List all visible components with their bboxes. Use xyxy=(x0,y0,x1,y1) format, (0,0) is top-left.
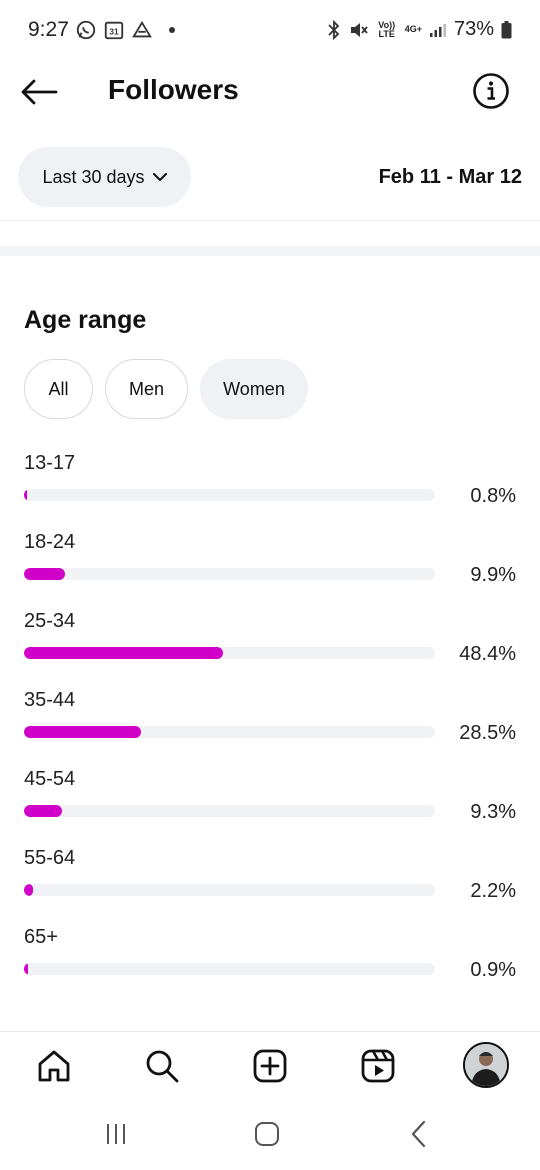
info-button[interactable] xyxy=(472,72,510,110)
bar-track xyxy=(24,647,435,659)
recents-icon xyxy=(107,1124,125,1144)
age-percent: 9.3% xyxy=(470,801,516,823)
status-bar: 9:27 31 Vo)) LTE 4G+ 73% xyxy=(0,0,540,62)
age-percent: 2.2% xyxy=(470,880,516,902)
date-range-dropdown[interactable]: Last 30 days xyxy=(18,147,191,207)
bar-fill xyxy=(24,489,28,501)
age-label: 35-44 xyxy=(24,689,76,711)
nav-search[interactable] xyxy=(140,1044,184,1088)
bottom-nav xyxy=(0,1032,540,1098)
gender-filter-group: All Men Women xyxy=(24,359,308,419)
filter-chip-women[interactable]: Women xyxy=(200,359,308,419)
battery-icon xyxy=(501,20,512,39)
recents-button[interactable] xyxy=(96,1118,136,1150)
age-row: 35-44 28.5% xyxy=(0,689,540,768)
age-row: 18-24 9.9% xyxy=(0,531,540,610)
age-row: 13-17 0.8% xyxy=(0,452,540,531)
bar-track xyxy=(24,963,435,975)
bar-fill xyxy=(24,726,142,738)
age-label: 13-17 xyxy=(24,452,76,474)
svg-text:31: 31 xyxy=(109,28,119,37)
volte-icon: Vo)) LTE xyxy=(378,19,396,39)
notification-dot xyxy=(168,27,175,33)
bar-fill xyxy=(24,647,223,659)
system-back-button[interactable] xyxy=(398,1118,438,1150)
calendar-icon: 31 xyxy=(103,19,125,41)
age-percent: 48.4% xyxy=(459,643,516,665)
system-home-button[interactable] xyxy=(247,1118,287,1150)
age-percent: 0.9% xyxy=(470,959,516,981)
age-percent: 28.5% xyxy=(459,722,516,744)
date-range-text: Feb 11 - Mar 12 xyxy=(378,166,522,188)
bar-fill xyxy=(24,963,28,975)
age-label: 18-24 xyxy=(24,531,76,553)
profile-avatar[interactable] xyxy=(463,1042,509,1088)
bar-fill xyxy=(24,884,34,896)
age-row: 55-64 2.2% xyxy=(0,847,540,926)
filter-chip-all[interactable]: All xyxy=(24,359,93,419)
nav-create[interactable] xyxy=(248,1044,292,1088)
date-range-label: Last 30 days xyxy=(42,166,145,187)
whatsapp-icon xyxy=(75,19,97,41)
age-label: 55-64 xyxy=(24,847,76,869)
age-label: 25-34 xyxy=(24,610,76,632)
search-icon xyxy=(146,1050,179,1083)
age-label: 65+ xyxy=(24,926,58,948)
nav-divider xyxy=(0,1031,540,1032)
home-circle-icon xyxy=(255,1122,279,1146)
age-label: 45-54 xyxy=(24,768,76,790)
age-row: 65+ 0.9% xyxy=(0,926,540,1005)
section-title: Age range xyxy=(24,306,147,334)
bar-fill xyxy=(24,568,65,580)
mute-icon xyxy=(349,20,369,40)
status-time: 9:27 xyxy=(28,18,69,41)
bar-track xyxy=(24,568,435,580)
back-button[interactable] xyxy=(20,74,64,110)
age-range-list: 13-17 0.8% 18-24 9.9% 25-34 48.4% 35-44 … xyxy=(0,452,540,1005)
filter-chip-men[interactable]: Men xyxy=(105,359,188,419)
battery-percent: 73% xyxy=(453,18,494,40)
divider xyxy=(0,220,540,221)
header: Followers xyxy=(0,62,540,122)
nav-home[interactable] xyxy=(32,1044,76,1088)
network-type-label: 4G+ xyxy=(404,24,422,34)
bar-track xyxy=(24,805,435,817)
chevron-down-icon xyxy=(152,172,167,181)
age-percent: 0.8% xyxy=(470,485,516,507)
section-separator xyxy=(0,246,540,256)
age-row: 45-54 9.3% xyxy=(0,768,540,847)
arrow-left-icon xyxy=(21,79,58,105)
create-icon xyxy=(253,1049,287,1083)
home-icon xyxy=(38,1050,70,1082)
reels-icon xyxy=(361,1049,395,1083)
bluetooth-icon xyxy=(326,19,342,40)
avatar-image xyxy=(465,1044,507,1086)
bar-track xyxy=(24,884,435,896)
back-chevron-icon xyxy=(411,1120,426,1148)
page-title: Followers xyxy=(108,74,239,105)
bar-fill xyxy=(24,805,63,817)
age-percent: 9.9% xyxy=(470,564,516,586)
status-right: Vo)) LTE 4G+ 73% xyxy=(326,18,512,41)
system-nav xyxy=(0,1100,540,1170)
age-row: 25-34 48.4% xyxy=(0,610,540,689)
info-icon xyxy=(473,73,509,109)
bar-track xyxy=(24,489,435,501)
signal-icon xyxy=(429,22,447,38)
status-left: 9:27 31 xyxy=(28,18,175,42)
drive-icon xyxy=(131,19,153,41)
nav-reels[interactable] xyxy=(356,1044,400,1088)
bar-track xyxy=(24,726,435,738)
